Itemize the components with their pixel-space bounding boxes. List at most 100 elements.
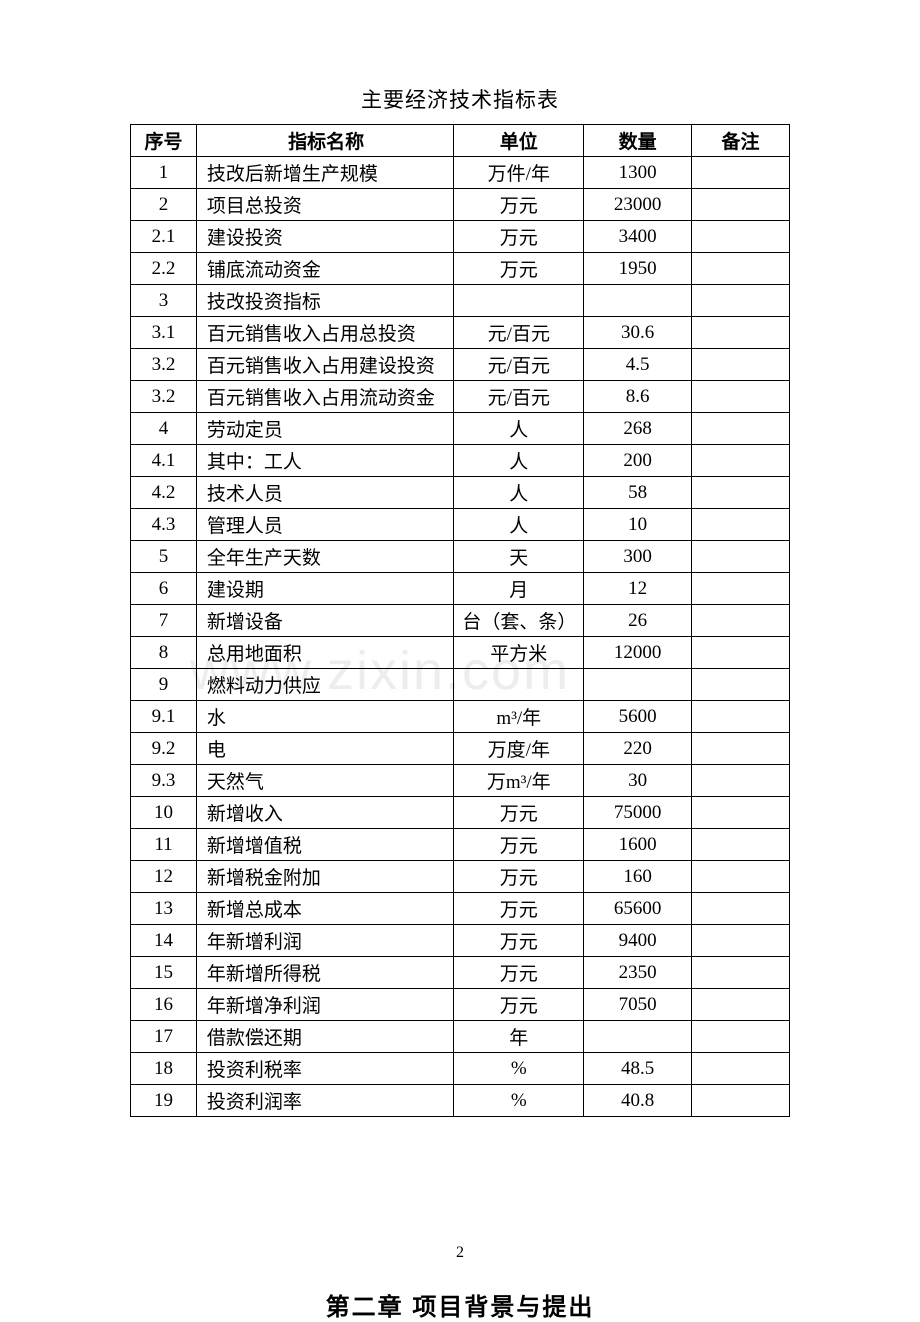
cell-remark <box>692 509 790 541</box>
table-row: 2项目总投资万元23000 <box>131 189 790 221</box>
cell-qty: 9400 <box>584 925 692 957</box>
cell-name: 年新增利润 <box>196 925 453 957</box>
cell-seq: 10 <box>131 797 197 829</box>
cell-seq: 19 <box>131 1085 197 1117</box>
cell-seq: 1 <box>131 157 197 189</box>
cell-seq: 2 <box>131 189 197 221</box>
cell-name: 其中：工人 <box>196 445 453 477</box>
cell-unit: 元/百元 <box>454 349 584 381</box>
cell-remark <box>692 605 790 637</box>
cell-unit: 年 <box>454 1021 584 1053</box>
cell-unit: % <box>454 1085 584 1117</box>
table-row: 11新增增值税万元1600 <box>131 829 790 861</box>
cell-unit: 元/百元 <box>454 381 584 413</box>
cell-remark <box>692 925 790 957</box>
cell-unit <box>454 669 584 701</box>
cell-seq: 9 <box>131 669 197 701</box>
cell-qty: 160 <box>584 861 692 893</box>
cell-name: 技术人员 <box>196 477 453 509</box>
cell-seq: 2.1 <box>131 221 197 253</box>
cell-remark <box>692 413 790 445</box>
cell-seq: 17 <box>131 1021 197 1053</box>
cell-remark <box>692 1085 790 1117</box>
table-row: 13新增总成本万元65600 <box>131 893 790 925</box>
header-seq: 序号 <box>131 125 197 157</box>
cell-name: 年新增所得税 <box>196 957 453 989</box>
table-row: 16年新增净利润万元7050 <box>131 989 790 1021</box>
cell-name: 管理人员 <box>196 509 453 541</box>
cell-remark <box>692 893 790 925</box>
cell-qty: 40.8 <box>584 1085 692 1117</box>
cell-name: 投资利税率 <box>196 1053 453 1085</box>
cell-remark <box>692 1053 790 1085</box>
header-remark: 备注 <box>692 125 790 157</box>
table-row: 3.2百元销售收入占用流动资金元/百元8.6 <box>131 381 790 413</box>
cell-remark <box>692 349 790 381</box>
cell-qty: 30 <box>584 765 692 797</box>
table-row: 15年新增所得税万元2350 <box>131 957 790 989</box>
cell-qty: 58 <box>584 477 692 509</box>
cell-seq: 4 <box>131 413 197 445</box>
table-row: 3.2百元销售收入占用建设投资元/百元4.5 <box>131 349 790 381</box>
cell-seq: 8 <box>131 637 197 669</box>
cell-name: 技改投资指标 <box>196 285 453 317</box>
table-row: 9燃料动力供应 <box>131 669 790 701</box>
cell-remark <box>692 317 790 349</box>
cell-name: 百元销售收入占用建设投资 <box>196 349 453 381</box>
cell-unit: 元/百元 <box>454 317 584 349</box>
cell-seq: 11 <box>131 829 197 861</box>
table-header-row: 序号 指标名称 单位 数量 备注 <box>131 125 790 157</box>
table-row: 2.1建设投资万元3400 <box>131 221 790 253</box>
cell-unit: 万元 <box>454 797 584 829</box>
cell-qty: 5600 <box>584 701 692 733</box>
table-row: 4.2技术人员人58 <box>131 477 790 509</box>
cell-qty: 10 <box>584 509 692 541</box>
table-row: 1技改后新增生产规模万件/年1300 <box>131 157 790 189</box>
cell-unit: 万元 <box>454 957 584 989</box>
cell-qty: 7050 <box>584 989 692 1021</box>
chapter-title: 第二章 项目背景与提出 <box>130 1287 790 1322</box>
cell-seq: 7 <box>131 605 197 637</box>
cell-qty: 23000 <box>584 189 692 221</box>
cell-seq: 13 <box>131 893 197 925</box>
cell-unit: 万元 <box>454 861 584 893</box>
cell-qty <box>584 669 692 701</box>
cell-qty <box>584 1021 692 1053</box>
table-row: 3技改投资指标 <box>131 285 790 317</box>
cell-remark <box>692 285 790 317</box>
cell-remark <box>692 253 790 285</box>
cell-remark <box>692 637 790 669</box>
cell-seq: 3.1 <box>131 317 197 349</box>
cell-unit: 万元 <box>454 253 584 285</box>
cell-qty: 30.6 <box>584 317 692 349</box>
cell-unit: 人 <box>454 445 584 477</box>
cell-name: 新增设备 <box>196 605 453 637</box>
cell-qty: 26 <box>584 605 692 637</box>
document-content: 主要经济技术指标表 序号 指标名称 单位 数量 备注 1技改后新增生产规模万件/… <box>130 84 790 1322</box>
table-row: 18投资利税率%48.5 <box>131 1053 790 1085</box>
cell-unit: 万元 <box>454 925 584 957</box>
cell-qty: 268 <box>584 413 692 445</box>
cell-name: 建设期 <box>196 573 453 605</box>
cell-name: 百元销售收入占用流动资金 <box>196 381 453 413</box>
cell-seq: 12 <box>131 861 197 893</box>
cell-name: 总用地面积 <box>196 637 453 669</box>
cell-qty: 4.5 <box>584 349 692 381</box>
header-name: 指标名称 <box>196 125 453 157</box>
cell-seq: 5 <box>131 541 197 573</box>
cell-seq: 14 <box>131 925 197 957</box>
cell-name: 年新增净利润 <box>196 989 453 1021</box>
cell-unit: 月 <box>454 573 584 605</box>
cell-seq: 9.2 <box>131 733 197 765</box>
cell-name: 电 <box>196 733 453 765</box>
cell-name: 新增总成本 <box>196 893 453 925</box>
cell-unit: 人 <box>454 509 584 541</box>
cell-qty: 1300 <box>584 157 692 189</box>
cell-name: 借款偿还期 <box>196 1021 453 1053</box>
cell-qty: 2350 <box>584 957 692 989</box>
cell-remark <box>692 1021 790 1053</box>
cell-unit: 万元 <box>454 989 584 1021</box>
cell-remark <box>692 829 790 861</box>
cell-remark <box>692 701 790 733</box>
table-row: 4劳动定员人268 <box>131 413 790 445</box>
